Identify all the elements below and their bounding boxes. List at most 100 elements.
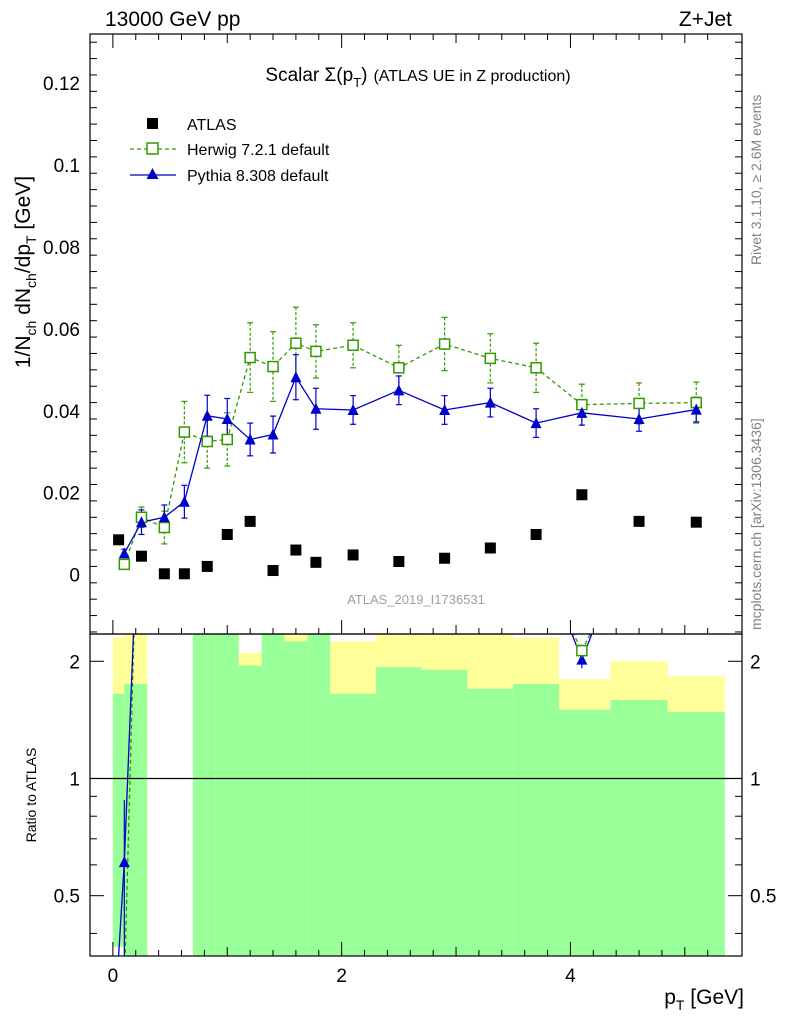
pythia-marker <box>393 384 405 396</box>
herwig-line <box>123 342 697 565</box>
herwig-marker <box>530 362 542 374</box>
pythia-marker <box>244 433 256 445</box>
pythia-marker <box>178 495 190 507</box>
legend: ATLAS Herwig 7.2.1 default Pythia 8.308 … <box>130 117 330 185</box>
y-tick-label: 0.06 <box>43 320 80 341</box>
herwig-marker <box>158 521 171 534</box>
pythia-marker <box>201 409 213 421</box>
ratio-band-green <box>421 669 468 956</box>
atlas-data-point <box>267 565 279 577</box>
ratio-band-green <box>124 683 148 956</box>
legend-atlas-marker <box>147 118 158 129</box>
ratio-frame <box>89 633 743 957</box>
atlas-data-point <box>290 544 302 556</box>
ratio-y-axis-ticks: 0.5 0.5 1 1 2 2 <box>54 652 776 934</box>
legend-herwig-label: Herwig 7.2.1 default <box>187 142 330 159</box>
herwig-marker <box>438 338 451 350</box>
atlas-data-point <box>530 528 542 540</box>
y-tick-label: 0.04 <box>43 402 80 423</box>
ratio-band-green <box>467 688 514 956</box>
x-tick-label: 2 <box>336 966 347 987</box>
header-left: 13000 GeV pp <box>105 8 240 31</box>
header-right: Z+Jet <box>679 8 732 31</box>
pythia-marker <box>347 403 359 415</box>
legend-pythia-marker <box>146 168 159 179</box>
y-tick-label: 0.1 <box>54 156 80 177</box>
x-axis-label: pT [GeV] <box>664 986 744 1013</box>
pythia-marker <box>530 417 542 429</box>
atlas-data-point <box>393 556 405 568</box>
ratio-band-green <box>261 634 285 956</box>
atlas-data-point <box>690 516 702 528</box>
x-tick-label: 0 <box>108 966 119 987</box>
atlas-data-point <box>347 549 359 561</box>
pythia-marker <box>221 412 233 424</box>
legend-pythia-label: Pythia 8.308 default <box>187 168 329 185</box>
atlas-data-point <box>221 528 233 540</box>
ratio-pythia-marker <box>576 653 588 665</box>
herwig-marker <box>310 345 322 358</box>
herwig-marker <box>221 433 234 446</box>
pythia-marker <box>633 412 645 424</box>
herwig-marker <box>633 397 645 410</box>
ratio-band-green <box>558 709 611 956</box>
atlas-data-point <box>113 534 125 546</box>
ratio-y-tick-label: 0.5 <box>54 887 80 908</box>
herwig-marker <box>347 339 359 352</box>
herwig-marker <box>178 426 191 438</box>
atlas-data-point <box>178 568 190 580</box>
upper-y-axis-label: 1/Nch dNch/dpT [GeV] <box>12 176 39 368</box>
y-tick-label: 0 <box>69 566 80 587</box>
ratio-y-axis-label: Ratio to ATLAS <box>23 748 39 843</box>
watermark: ATLAS_2019_I1736531 <box>347 592 485 607</box>
ratio-y-tick-label-right: 2 <box>750 652 761 673</box>
atlas-data-point <box>576 489 588 501</box>
ratio-y-tick-label: 1 <box>69 769 80 790</box>
legend-atlas-label: ATLAS <box>187 117 237 134</box>
y-axis-ticks: 0 0.02 0.04 0.06 0.08 0.1 0.12 <box>43 41 742 633</box>
ratio-band-green <box>513 683 559 956</box>
pythia-marker <box>267 428 279 440</box>
herwig-marker <box>484 352 497 365</box>
pythia-marker <box>135 516 147 528</box>
pythia-marker <box>118 547 130 559</box>
ratio-band-green <box>307 634 331 956</box>
herwig-marker <box>244 351 256 364</box>
atlas-data-point <box>244 515 256 527</box>
herwig-marker <box>267 360 279 373</box>
atlas-data-point <box>310 556 322 568</box>
atlas-data-point <box>484 542 496 554</box>
ratio-curves <box>117 634 593 956</box>
pythia-marker <box>576 406 588 418</box>
ratio-band-green <box>112 693 125 947</box>
mcplots-reference-text: mcplots.cern.ch [arXiv:1306.3436] <box>748 418 764 630</box>
herwig-marker <box>118 558 131 571</box>
atlas-data-point <box>158 568 170 580</box>
ratio-band-green <box>284 641 308 956</box>
atlas-data-point <box>201 560 213 572</box>
ratio-band-green <box>375 667 422 956</box>
y-tick-label: 0.12 <box>43 74 80 95</box>
atlas-data-point <box>135 550 147 562</box>
ratio-band-green <box>192 634 216 956</box>
ratio-panel <box>90 634 742 956</box>
pythia-marker <box>439 403 451 415</box>
upper-panel <box>113 306 702 580</box>
ratio-band-green <box>330 693 376 956</box>
herwig-marker <box>201 435 213 448</box>
herwig-marker <box>393 362 405 374</box>
plot-title: Scalar Σ(pT) (ATLAS UE in Z production) <box>265 65 570 90</box>
pythia-marker <box>158 511 170 523</box>
ratio-y-tick-label-right: 0.5 <box>750 887 776 908</box>
ratio-y-tick-label-right: 1 <box>750 769 761 790</box>
y-tick-label: 0.08 <box>43 238 80 259</box>
ratio-band-green <box>667 712 725 956</box>
atlas-data-point <box>633 515 645 527</box>
ratio-pythia-marker <box>118 856 130 868</box>
pythia-marker <box>690 403 702 415</box>
pythia-marker <box>290 371 302 383</box>
y-tick-label: 0.02 <box>43 484 80 505</box>
rivet-version-text: Rivet 3.1.10, ≥ 2.6M events <box>748 95 764 265</box>
ratio-herwig-marker <box>576 644 588 657</box>
herwig-marker <box>290 337 302 349</box>
